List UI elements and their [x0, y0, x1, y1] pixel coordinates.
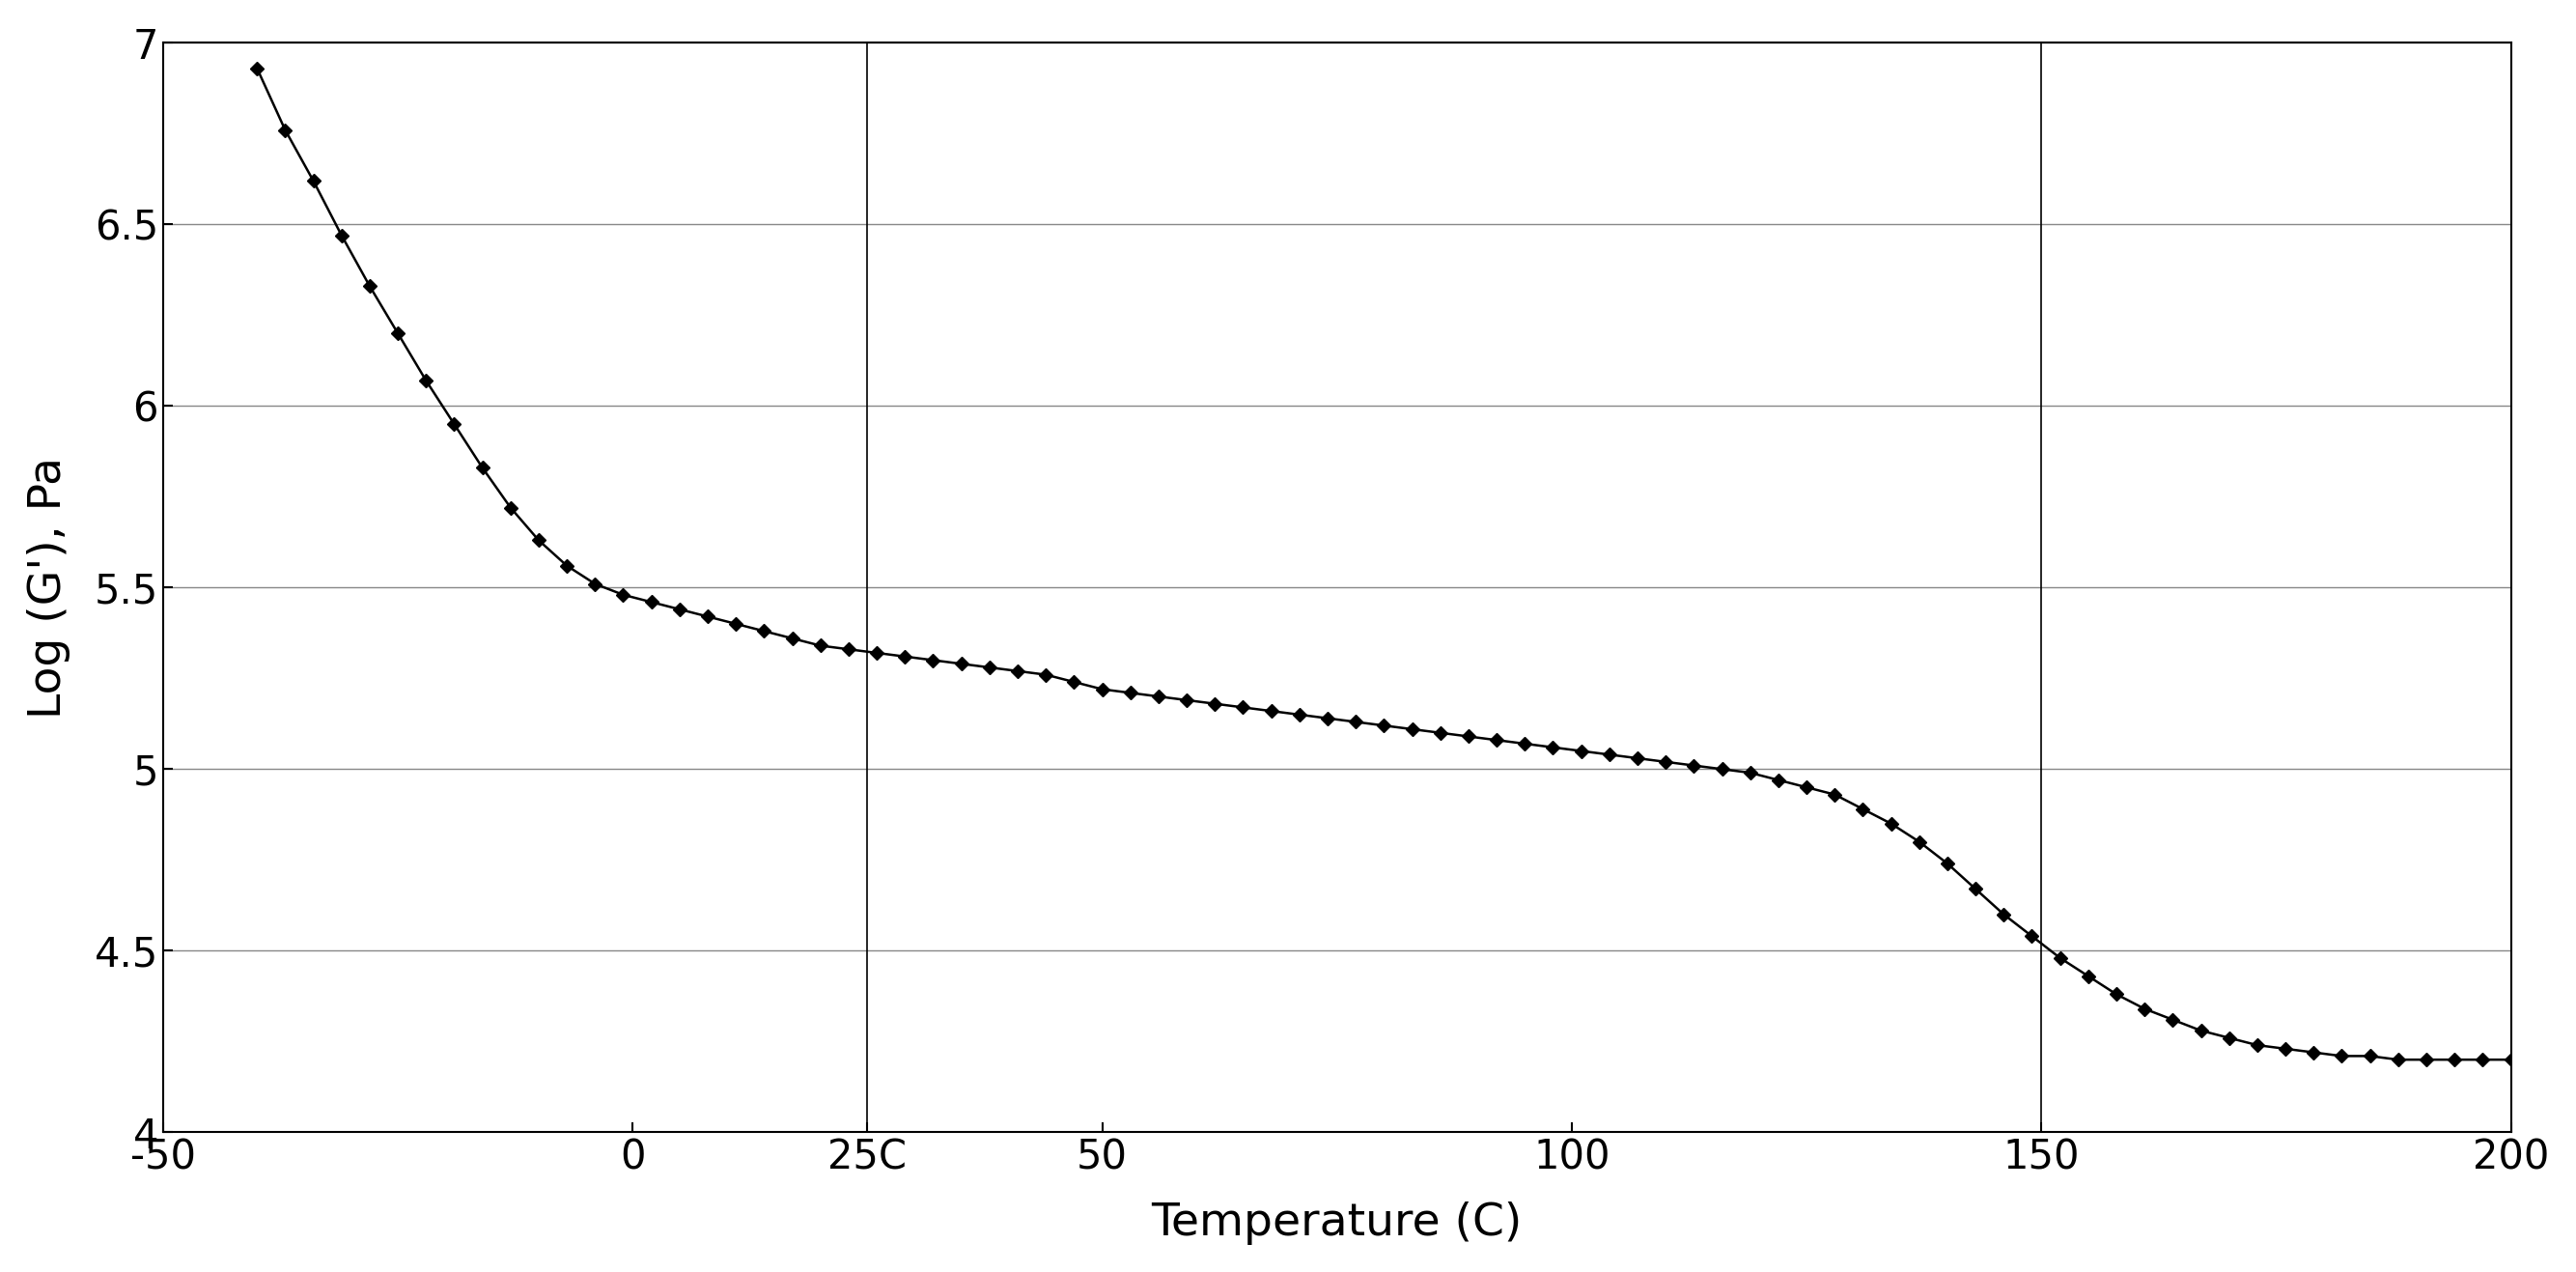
Y-axis label: Log (G'), Pa: Log (G'), Pa — [26, 457, 70, 719]
X-axis label: Temperature (C): Temperature (C) — [1151, 1202, 1522, 1245]
